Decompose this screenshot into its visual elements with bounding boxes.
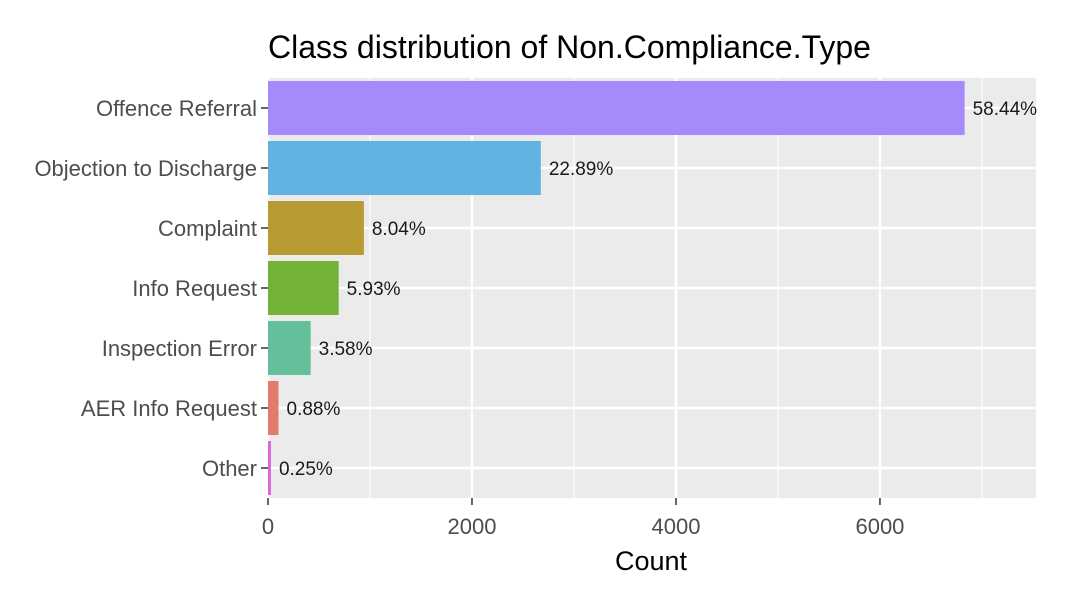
data-label: 5.93% — [347, 279, 401, 300]
data-labels: 58.44% 22.89% 8.04% 5.93% 3.58% 0.88% 0.25% — [279, 99, 1037, 480]
bar — [268, 201, 364, 255]
x-tick-label: 2000 — [448, 514, 497, 539]
y-tick-label: Objection to Discharge — [34, 156, 257, 181]
bar — [268, 441, 271, 495]
bar — [268, 321, 311, 375]
x-axis-ticks: 0 2000 4000 6000 — [262, 498, 904, 539]
bar — [268, 381, 279, 435]
y-tick-label: Complaint — [158, 216, 257, 241]
bar — [268, 261, 339, 315]
chart-title: Class distribution of Non.Compliance.Typ… — [268, 29, 871, 65]
data-label: 0.25% — [279, 459, 333, 480]
y-tick-label: Offence Referral — [96, 96, 257, 121]
x-tick-label: 6000 — [855, 514, 904, 539]
y-axis-labels: Offence Referral Objection to Discharge Co… — [34, 96, 268, 481]
y-tick-label: Inspection Error — [102, 336, 257, 361]
x-tick-label: 0 — [262, 514, 274, 539]
data-label: 3.58% — [319, 339, 373, 360]
data-label: 8.04% — [372, 219, 426, 240]
data-label: 0.88% — [287, 399, 341, 420]
bar — [268, 141, 541, 195]
y-tick-label: AER Info Request — [81, 396, 257, 421]
data-label: 22.89% — [549, 159, 614, 180]
bar — [268, 81, 965, 135]
x-tick-label: 4000 — [651, 514, 700, 539]
y-tick-label: Info Request — [132, 276, 257, 301]
bars — [268, 81, 965, 495]
data-label: 58.44% — [973, 99, 1038, 120]
x-axis-title: Count — [615, 546, 688, 576]
y-tick-label: Other — [202, 456, 257, 481]
